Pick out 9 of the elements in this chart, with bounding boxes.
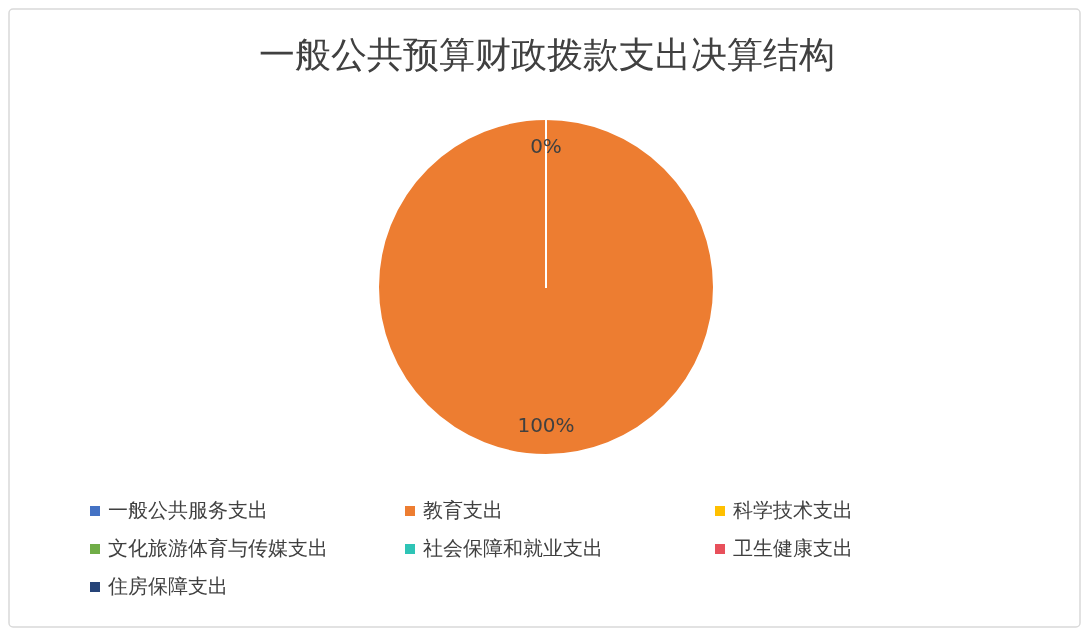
legend-label: 教育支出 [423, 497, 503, 522]
legend-label: 社会保障和就业支出 [423, 535, 603, 560]
chart-title: 一般公共预算财政拨款支出决算结构 [258, 34, 835, 75]
data-label: 100% [517, 412, 575, 437]
legend-label: 文化旅游体育与传媒支出 [108, 535, 328, 560]
legend-label: 住房保障支出 [107, 573, 228, 598]
legend-label: 科学技术支出 [733, 497, 853, 522]
legend-label: 一般公共服务支出 [108, 497, 268, 522]
legend-label: 卫生健康支出 [733, 535, 853, 560]
